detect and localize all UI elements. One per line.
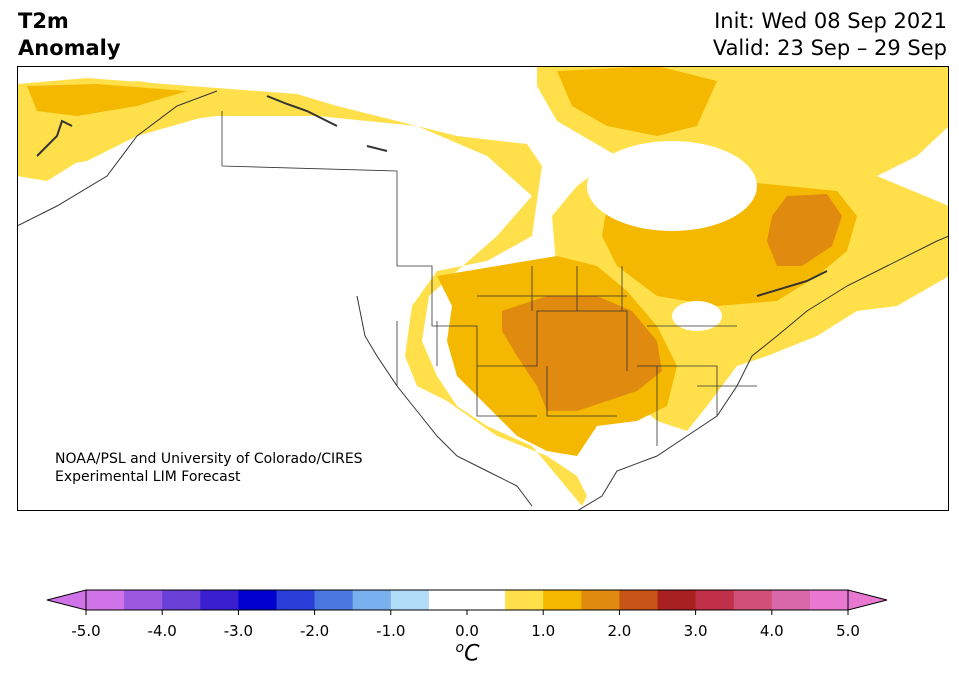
colorbar-unit: oC [0,640,935,666]
colorbar-tick-label: -3.0 [224,622,253,640]
anomaly-region-medium-north [557,66,717,136]
colorbar-bin [200,590,239,610]
colorbar-tick-label: -1.0 [376,622,405,640]
colorbar-tick-label: 1.0 [531,622,555,640]
colorbar-bin [543,590,582,610]
colorbar-bin [162,590,201,610]
anomaly-map [17,66,949,511]
colorbar: -5.0 -4.0 -3.0 -2.0 -1.0 0.0 1.0 2.0 3.0 4.0 5.0 [46,589,888,640]
colorbar-bin [771,590,811,610]
anomaly-region-light [17,78,587,506]
colorbar-bin [505,590,544,610]
colorbar-bin [352,590,392,610]
state-borders [221,111,757,446]
colorbar-tick-label: -2.0 [300,622,329,640]
colorbar-bin [467,590,506,610]
coastline [17,90,949,511]
rivers [36,95,828,297]
credit-text: NOAA/PSL and University of Colorado/CIRE… [55,450,363,486]
great-lakes [672,301,722,331]
colorbar-bin [238,590,277,610]
anomaly-region-medium-nw [27,84,187,116]
unit-symbol: C [464,641,480,667]
valid-date: Valid: 23 Sep – 29 Sep [712,36,947,60]
anomaly-region-strong [502,296,662,411]
anomaly-region-strong-east [767,194,842,266]
init-date: Init: Wed 08 Sep 2021 [714,9,947,33]
map-title: T2m Anomaly [18,8,121,62]
colorbar-bin [619,590,658,610]
colorbar-bin [657,590,697,610]
title-line-1: T2m [18,9,69,33]
colorbar-tick-label: 0.0 [455,622,479,640]
colorbar-tick-label: 5.0 [836,622,860,640]
colorbar-bin [581,590,620,610]
colorbar-tick-label: -5.0 [71,622,100,640]
colorbar-over-arrow [847,589,888,611]
colorbar-tick-label: 4.0 [760,622,784,640]
colorbar-tick-label: 3.0 [684,622,708,640]
colorbar-bin [428,590,468,610]
colorbar-tick-label: 2.0 [607,622,631,640]
colorbar-bin [695,590,735,610]
unit-degree: o [455,640,465,656]
credit-line-1: NOAA/PSL and University of Colorado/CIRE… [55,451,363,467]
forecast-dates: Init: Wed 08 Sep 2021 Valid: 23 Sep – 29… [713,8,947,62]
colorbar-bin [276,590,316,610]
colorbar-bin [314,590,354,610]
hudson-bay [587,141,757,231]
credit-line-2: Experimental LIM Forecast [55,469,241,485]
colorbar-tick-label: -4.0 [148,622,177,640]
map-frame [17,66,949,511]
colorbar-bin [124,590,163,610]
colorbar-bin [809,590,849,610]
colorbar-bins [86,590,849,610]
colorbar-ticks: -5.0 -4.0 -3.0 -2.0 -1.0 0.0 1.0 2.0 3.0 4.0 5.0 [71,610,860,640]
colorbar-bin [86,590,125,610]
title-line-2: Anomaly [18,36,121,60]
colorbar-under-arrow [46,589,87,611]
colorbar-bin [390,590,430,610]
colorbar-bin [733,590,773,610]
